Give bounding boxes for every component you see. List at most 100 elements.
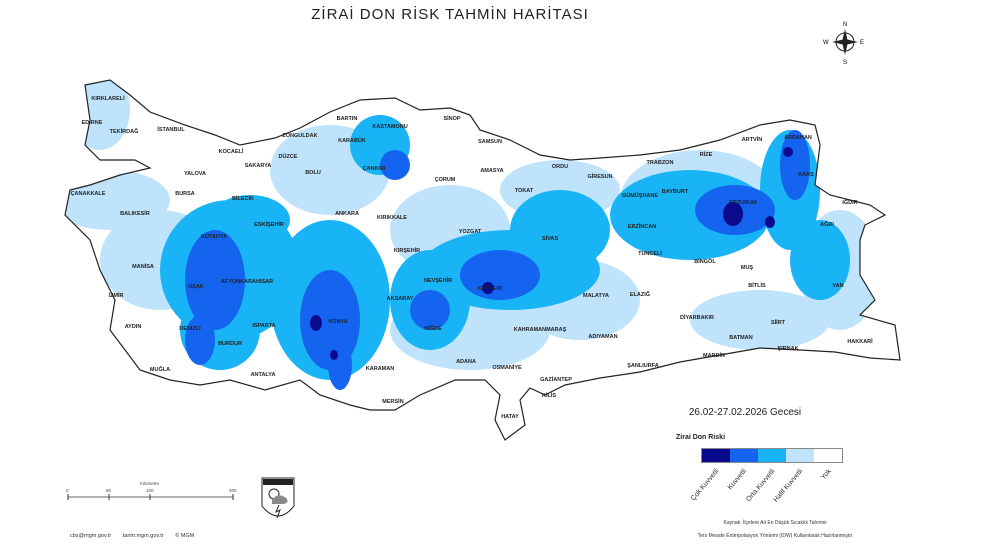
province-label: ADANA — [456, 359, 476, 365]
compass-w: W — [823, 40, 829, 46]
risk-area — [765, 216, 775, 228]
source-line: Kaynak: İlçelere Ait En Düşük Sıcaklık T… — [723, 520, 827, 526]
compass-e: E — [860, 40, 864, 46]
province-label: ÇORUM — [435, 177, 456, 183]
province-label: HAKKARİ — [847, 338, 873, 345]
province-label: HATAY — [501, 414, 519, 420]
source-line: Ters Mesafe Enterpolasyon Yöntemi (IDW) … — [697, 533, 853, 539]
province-label: NEVŞEHİR — [424, 277, 452, 284]
province-label: TOKAT — [515, 188, 534, 194]
province-label: ISPARTA — [252, 323, 275, 329]
risk-area — [330, 350, 338, 360]
province-label: KOCAELİ — [219, 148, 244, 155]
province-label: KASTAMONU — [372, 124, 407, 130]
risk-area — [410, 290, 450, 330]
legend-swatch-hafif-kuvvetli — [786, 449, 814, 462]
province-label: KAHRAMANMARAŞ — [514, 327, 567, 333]
province-label: KAYSERİ — [478, 285, 502, 292]
compass-n: N — [843, 22, 847, 28]
province-label: BURDUR — [218, 341, 242, 347]
province-label: BAYBURT — [662, 189, 689, 195]
province-label: BİTLİS — [748, 282, 766, 289]
province-label: ÇANAKKALE — [71, 191, 106, 197]
province-label: BURSA — [175, 191, 195, 197]
legend-swatch-cok-kuvvetli — [702, 449, 730, 462]
province-label: ERZURUM — [729, 200, 757, 206]
legend-swatch-kuvvetli — [730, 449, 758, 462]
province-label: ÇANKIRI — [363, 166, 386, 172]
province-label: BARTIN — [337, 116, 358, 122]
province-label: KIRŞEHİR — [394, 247, 420, 254]
scale-tick: 100 — [146, 488, 154, 493]
risk-area — [185, 230, 245, 330]
footer-web: tarim.mgm.gov.tr — [122, 533, 164, 539]
scale-tick: 0 — [66, 488, 69, 493]
province-label: MUŞ — [741, 265, 754, 271]
province-label: TEKİRDAĞ — [110, 127, 139, 135]
province-label: KARAMAN — [366, 366, 394, 372]
province-label: KIRKLARELİ — [91, 95, 125, 102]
province-label: ADIYAMAN — [588, 334, 617, 340]
province-label: MARDİN — [703, 352, 725, 359]
province-label: KARS — [798, 172, 814, 178]
province-label: GÜMÜŞHANE — [622, 192, 658, 199]
province-label: ARTVİN — [742, 136, 763, 143]
province-label: ANTALYA — [251, 372, 276, 378]
province-label: UŞAK — [188, 284, 204, 290]
province-label: BALIKESİR — [120, 210, 150, 217]
province-label: SAMSUN — [478, 139, 502, 145]
province-label: KARABÜK — [338, 137, 366, 144]
legend-bar — [701, 448, 843, 463]
risk-area — [328, 340, 352, 390]
province-label: OSMANİYE — [492, 364, 522, 371]
province-label: SİNOP — [443, 115, 460, 122]
legend-title: Zirai Don Riski — [676, 434, 726, 441]
province-label: EDİRNE — [82, 119, 103, 126]
province-label: KIRIKKALE — [377, 215, 407, 221]
footer-email: cbs@mgm.gov.tr — [70, 533, 112, 539]
risk-area — [723, 202, 743, 226]
province-label: NİĞDE — [424, 324, 442, 332]
province-label: TRABZON — [647, 160, 674, 166]
province-label: ŞIRNAK — [777, 346, 798, 352]
province-label: ZONGULDAK — [282, 133, 317, 139]
province-label: MALATYA — [583, 293, 609, 299]
province-label: MUĞLA — [150, 365, 170, 373]
map-title: ZİRAİ DON RİSK TAHMİN HARİTASI — [311, 6, 589, 23]
province-label: YOZGAT — [459, 229, 482, 235]
province-label: RİZE — [700, 151, 713, 158]
meteoroloji-logo-icon — [261, 477, 295, 519]
province-label: DENİZLİ — [179, 325, 201, 332]
province-label: ERZİNCAN — [628, 223, 656, 230]
risk-area — [380, 150, 410, 180]
province-label: ELAZIĞ — [630, 290, 650, 298]
province-label: AĞRI — [820, 220, 834, 228]
province-label: IĞDIR — [842, 198, 857, 206]
risk-area — [790, 220, 850, 300]
province-label: KÜTAHYA — [201, 233, 227, 240]
province-label: TUNCELİ — [638, 250, 662, 257]
compass-rose-icon: N S E W — [823, 22, 864, 66]
province-label: İZMİR — [109, 292, 124, 299]
province-label: AYDIN — [125, 324, 142, 330]
province-label: SAKARYA — [245, 163, 272, 169]
province-label: GAZİANTEP — [540, 376, 572, 383]
province-label: AMASYA — [480, 168, 503, 174]
risk-area — [690, 290, 830, 350]
legend-swatch-yok — [814, 449, 842, 462]
scale-tick: 50 — [106, 488, 112, 493]
risk-area — [510, 190, 610, 270]
province-label: SİİRT — [771, 319, 786, 326]
province-label: BOLU — [305, 170, 321, 176]
province-label: ORDU — [552, 164, 568, 170]
province-label: SİVAS — [542, 235, 558, 242]
date-label: 26.02-27.02.2026 Gecesi — [688, 407, 802, 418]
risk-area — [783, 147, 793, 157]
legend-swatch-orta-kuvvetli — [758, 449, 786, 462]
risk-area — [185, 315, 215, 365]
province-label: BATMAN — [729, 335, 752, 341]
province-label: BİNGÖL — [694, 258, 716, 265]
